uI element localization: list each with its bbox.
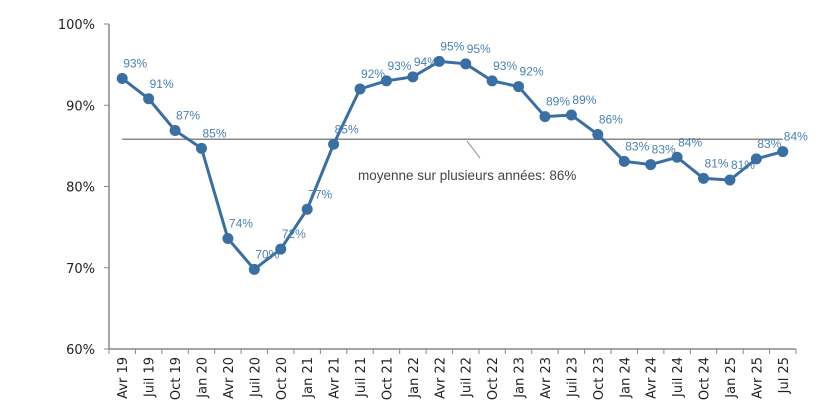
data-label: 77%: [308, 187, 332, 201]
data-point: [275, 243, 287, 255]
data-label: 81%: [731, 158, 755, 172]
average-label: moyenne sur plusieurs années: 86%: [358, 168, 576, 183]
data-point: [698, 172, 710, 184]
data-point: [248, 263, 260, 275]
x-tick-label: Jan 20: [195, 357, 210, 399]
data-label: 86%: [599, 113, 623, 127]
data-point: [618, 155, 630, 167]
data-label: 83%: [757, 137, 781, 151]
data-point: [460, 58, 472, 70]
x-tick-label: Jan 25: [724, 357, 739, 399]
x-tick-label: Avr 22: [433, 357, 448, 399]
data-label: 72%: [282, 227, 306, 241]
data-label: 89%: [572, 93, 596, 107]
data-label: 93%: [387, 59, 411, 73]
x-tick-label: Jan 22: [407, 357, 422, 399]
data-point: [222, 233, 234, 244]
data-label: 85%: [335, 122, 359, 136]
x-tick-label: Oct 24: [698, 357, 713, 400]
x-tick-label: Juil 24: [671, 357, 686, 398]
y-tick-label: 80%: [66, 181, 95, 196]
x-tick-label: Jan 21: [301, 357, 316, 399]
data-point: [565, 109, 577, 121]
x-tick-label: Oct 19: [169, 357, 184, 400]
data-point: [116, 72, 128, 84]
data-point: [301, 203, 313, 215]
data-point: [539, 111, 551, 123]
x-tick-label: Jan 23: [513, 357, 528, 399]
x-tick-label: Oct 20: [275, 357, 290, 400]
x-tick-label: Avr 24: [645, 357, 660, 399]
x-tick-label: Juil 23: [565, 357, 580, 398]
data-label: 89%: [546, 95, 570, 109]
data-label: 93%: [493, 59, 517, 73]
y-tick-label: 70%: [66, 262, 95, 277]
data-point: [592, 129, 604, 140]
data-point: [645, 159, 657, 171]
data-label: 92%: [361, 67, 385, 81]
average-label-leader: [466, 140, 481, 159]
x-tick-label: Juil 19: [143, 357, 158, 398]
data-point: [407, 71, 419, 83]
data-point: [354, 83, 366, 95]
y-tick-label: 90%: [66, 99, 95, 114]
data-label: 91%: [150, 77, 174, 91]
data-point: [195, 142, 207, 154]
data-label: 70%: [255, 247, 279, 261]
x-tick-label: Avr 21: [328, 357, 343, 399]
data-point: [433, 55, 445, 67]
data-point: [724, 174, 736, 186]
x-tick-label: Avr 20: [222, 357, 237, 399]
data-label: 83%: [625, 139, 649, 153]
x-tick-label: Avr 23: [539, 357, 554, 399]
data-point: [750, 153, 762, 165]
data-point: [777, 146, 789, 158]
x-tick-label: Oct 22: [486, 357, 501, 400]
data-label: 92%: [520, 65, 544, 79]
data-label: 84%: [678, 135, 702, 149]
x-tick-label: Juil 20: [248, 357, 263, 398]
data-point: [671, 151, 683, 163]
y-tick-label: 100%: [58, 18, 95, 33]
x-tick-label: Oct 23: [592, 357, 607, 400]
x-tick-label: Juil 21: [354, 357, 369, 398]
data-label: 95%: [467, 42, 491, 56]
x-tick-label: Jul 25: [777, 357, 792, 394]
data-point: [169, 124, 181, 136]
data-label: 87%: [176, 108, 200, 122]
data-label: 81%: [705, 156, 729, 170]
x-tick-label: Avr 25: [750, 357, 765, 399]
y-tick-label: 60%: [66, 343, 95, 358]
x-tick-label: Jan 24: [618, 357, 633, 399]
data-label: 85%: [202, 126, 226, 140]
data-point: [486, 75, 498, 87]
data-label: 84%: [784, 130, 808, 144]
data-point: [143, 93, 155, 105]
series-line: [121, 59, 784, 272]
data-label: 74%: [229, 217, 253, 231]
x-tick-label: Avr 19: [116, 357, 131, 399]
x-tick-label: Juil 22: [460, 357, 475, 398]
x-tick-label: Oct 21: [380, 357, 395, 400]
data-label: 94%: [414, 55, 438, 69]
data-point: [328, 138, 340, 150]
data-point: [380, 75, 392, 87]
data-point: [513, 81, 525, 93]
data-label: 93%: [123, 56, 147, 70]
data-label: 95%: [440, 39, 464, 53]
data-label: 83%: [652, 143, 676, 157]
